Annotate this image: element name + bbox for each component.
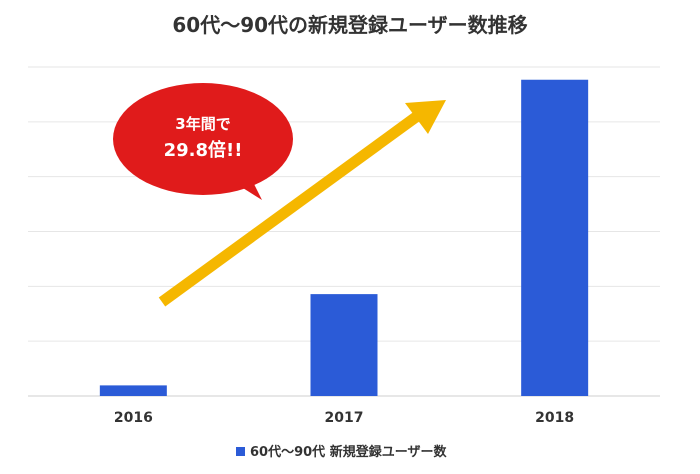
growth-arrow-shaft — [158, 112, 420, 307]
legend-label: 60代〜90代 新規登録ユーザー数 — [250, 444, 447, 460]
bar-2017 — [310, 294, 378, 396]
callout-bubble: 3年間で 29.8倍!! — [113, 83, 293, 200]
bars — [99, 79, 589, 397]
legend-swatch — [236, 447, 245, 456]
bar-2018 — [521, 79, 589, 397]
x-tick-2016: 2016 — [114, 410, 153, 426]
x-tick-2018: 2018 — [535, 410, 574, 426]
growth-arrow — [158, 100, 446, 307]
legend: 60代〜90代 新規登録ユーザー数 — [236, 444, 447, 460]
x-tick-labels: 2016 2017 2018 — [114, 410, 574, 426]
growth-arrow-head — [405, 100, 446, 134]
callout-bubble-ellipse — [113, 83, 293, 195]
callout-line-1: 3年間で — [175, 115, 230, 133]
bar-2016 — [99, 385, 167, 396]
chart-title: 60代〜90代の新規登録ユーザー数推移 — [172, 13, 527, 37]
callout-line-2: 29.8倍!! — [164, 139, 243, 161]
x-tick-2017: 2017 — [325, 410, 364, 426]
